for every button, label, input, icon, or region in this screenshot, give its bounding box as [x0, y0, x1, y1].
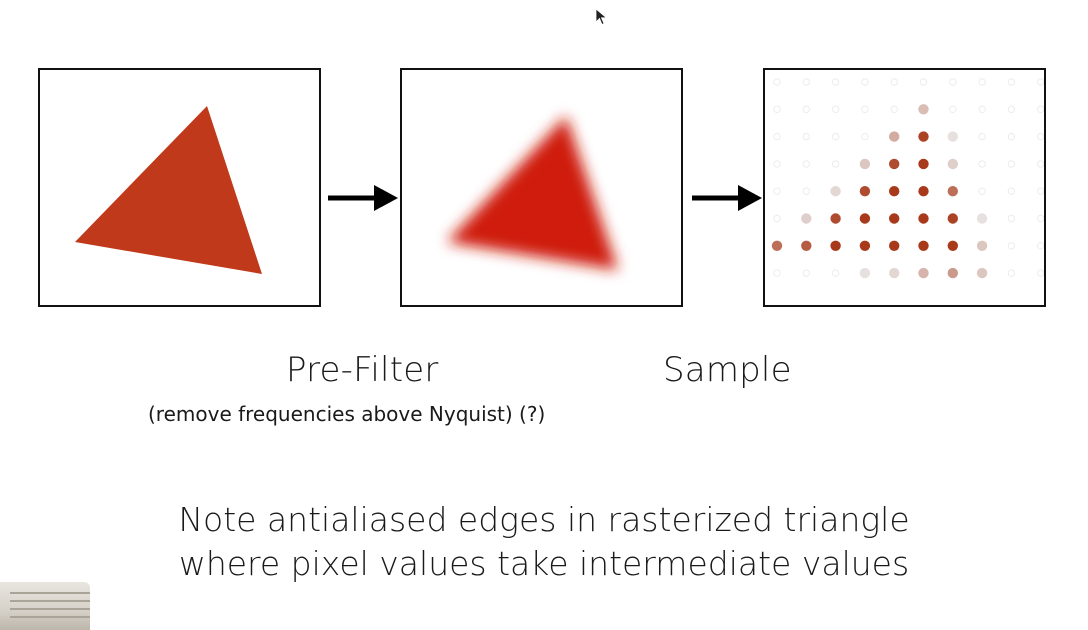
sample-dot — [830, 240, 841, 251]
sample-dot — [978, 187, 986, 195]
sample-dot — [830, 213, 841, 224]
sample-dot — [1007, 132, 1016, 141]
prefilter-note: (remove frequencies above Nyquist) (?) — [148, 402, 546, 426]
sample-dot — [918, 158, 929, 170]
sample-dot — [889, 158, 900, 170]
caption: Note antialiased edges in rasterized tri… — [0, 498, 1088, 586]
sample-dot — [1007, 78, 1016, 86]
sample-dot — [889, 213, 900, 224]
sample-dot — [1037, 214, 1044, 223]
sample-dot — [978, 132, 986, 141]
sample-dot — [802, 105, 810, 113]
sample-dot — [831, 78, 840, 86]
sample-dot — [773, 187, 781, 195]
sample-dot — [918, 267, 929, 279]
sample-dot — [773, 132, 781, 141]
sharp-triangle — [75, 106, 262, 274]
sample-dot — [802, 132, 810, 141]
sample-dot — [976, 240, 988, 251]
sample-dot — [773, 78, 781, 86]
mouse-cursor-icon — [595, 8, 609, 30]
sample-dot — [889, 267, 900, 279]
sample-dot — [949, 105, 957, 113]
sample-dot — [1037, 187, 1044, 195]
sample-dot — [1007, 105, 1016, 113]
sample-dot — [861, 78, 869, 86]
sample-dot — [890, 78, 898, 86]
sample-dot — [889, 186, 900, 197]
sample-dot — [947, 240, 958, 251]
sample-dot — [918, 104, 929, 115]
sampled-triangle-panel — [763, 68, 1046, 307]
sample-dot — [976, 213, 988, 224]
sample-dot — [1007, 214, 1016, 223]
sample-dot — [947, 158, 958, 170]
sample-dot — [947, 267, 958, 279]
sample-dot — [1037, 132, 1044, 141]
sample-dot — [1037, 269, 1044, 277]
sample-dot — [802, 187, 810, 195]
sample-dot — [889, 240, 900, 251]
sample-dot — [802, 78, 810, 86]
sample-dot — [859, 240, 871, 251]
sample-dot — [947, 213, 958, 224]
sample-dot — [802, 160, 810, 168]
sample-dot — [773, 214, 781, 223]
sample-dot — [1007, 187, 1016, 195]
sample-dot — [861, 105, 869, 113]
sample-dot — [1037, 160, 1044, 168]
caption-line-2: where pixel values take intermediate val… — [178, 544, 910, 583]
sample-dot — [773, 105, 781, 113]
sample-dot — [773, 269, 781, 277]
webcam-thumbnail — [0, 582, 90, 630]
sample-dot — [1007, 269, 1016, 277]
sample-dot — [918, 213, 929, 224]
prefilter-label: Pre-Filter — [286, 350, 439, 390]
sample-dot — [978, 160, 986, 168]
sample-dot — [1037, 105, 1044, 113]
sample-dot — [918, 131, 929, 142]
sample-dot — [859, 267, 871, 279]
sample-dot — [1007, 160, 1016, 168]
sample-dot — [1007, 242, 1016, 250]
sample-dot — [947, 186, 958, 197]
sample-dot — [831, 132, 840, 141]
sample-dot — [859, 158, 871, 170]
sample-dot — [830, 186, 841, 197]
sample-dot — [919, 78, 928, 86]
sample-dot — [918, 240, 929, 251]
blurred-triangle — [447, 116, 618, 270]
sample-dot — [861, 132, 869, 141]
prefiltered-triangle-panel — [400, 68, 683, 307]
sample-dot — [801, 240, 812, 251]
sample-dot — [831, 105, 840, 113]
sample-dot — [771, 240, 783, 251]
right-arrow-icon — [690, 178, 762, 222]
sample-dot — [773, 160, 781, 168]
sample-dot — [1037, 78, 1044, 86]
sample-dot — [831, 160, 840, 168]
sample-dot — [949, 78, 957, 86]
sample-dot — [831, 269, 840, 277]
sample-dot — [947, 131, 958, 142]
sample-dot — [802, 269, 810, 277]
sample-dot — [889, 131, 900, 142]
caption-line-1: Note antialiased edges in rasterized tri… — [178, 500, 910, 539]
sample-dot — [918, 186, 929, 197]
sample-dot — [890, 105, 898, 113]
right-arrow-icon — [326, 178, 398, 222]
sample-dot — [978, 105, 986, 113]
sample-dot — [976, 267, 988, 279]
sample-dot — [978, 78, 986, 86]
sample-dot — [801, 213, 812, 224]
sample-dot — [859, 186, 871, 197]
original-triangle-panel — [38, 68, 321, 307]
sample-dot — [1037, 242, 1044, 250]
sample-dot — [859, 213, 871, 224]
sample-label: Sample — [663, 350, 792, 390]
